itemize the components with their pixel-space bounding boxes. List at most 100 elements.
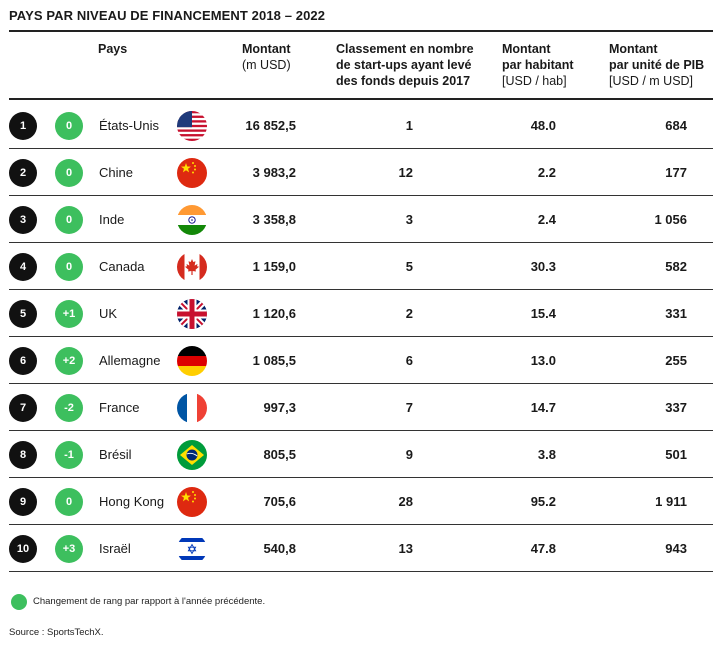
per-gdp-value: 177	[665, 165, 687, 180]
table-row: 3 0 Inde 3 358,8 3 2.4 1 056	[9, 196, 713, 243]
per-capita-value: 2.4	[537, 212, 556, 227]
startup-rank-value: 2	[405, 306, 413, 321]
rank-badge: 2	[9, 159, 37, 187]
rank-badge: 3	[9, 206, 37, 234]
header-per-gdp: Montant par unité de PIB [USD / m USD]	[609, 42, 705, 88]
per-gdp-value: 1 056	[654, 212, 687, 227]
row-divider	[9, 477, 713, 478]
rank-badge: 4	[9, 253, 37, 281]
amount-value: 997,3	[263, 400, 296, 415]
row-divider	[9, 524, 713, 525]
legend-swatch	[11, 594, 27, 610]
rank-change-badge: -1	[55, 441, 83, 469]
country-name: UK	[99, 306, 118, 321]
rank-change-badge: +3	[55, 535, 83, 563]
per-capita-value: 30.3	[530, 259, 556, 274]
rank-change-badge: +2	[55, 347, 83, 375]
amount-value: 805,5	[263, 447, 296, 462]
country-name: Brésil	[99, 447, 132, 462]
per-gdp-value: 331	[665, 306, 687, 321]
per-gdp-value: 582	[665, 259, 687, 274]
rank-change-badge: 0	[55, 488, 83, 516]
rank-badge: 8	[9, 441, 37, 469]
country-name: Israël	[99, 541, 131, 556]
chart-title: PAYS PAR NIVEAU DE FINANCEMENT 2018 – 20…	[9, 8, 326, 23]
amount-value: 3 983,2	[252, 165, 296, 180]
row-divider	[9, 571, 713, 572]
header-amount: Montant (m USD)	[242, 42, 291, 72]
startup-rank-value: 13	[398, 541, 413, 556]
startup-rank-value: 7	[405, 400, 413, 415]
table-row: 10 +3 Israël 540,8 13 47.8 943	[9, 525, 713, 572]
rank-change-badge: +1	[55, 300, 83, 328]
per-capita-value: 13.0	[530, 353, 556, 368]
startup-rank-value: 28	[398, 494, 413, 509]
table-row: 2 0 Chine 3 983,2 12 2.2 177	[9, 149, 713, 196]
per-gdp-value: 684	[665, 118, 687, 133]
canada-flag-icon	[177, 252, 207, 282]
country-name: États-Unis	[99, 118, 159, 133]
us-flag-icon	[177, 111, 207, 141]
header-rule	[9, 98, 713, 100]
per-capita-value: 47.8	[530, 541, 556, 556]
row-divider	[9, 195, 713, 196]
row-divider	[9, 242, 713, 243]
rank-badge: 1	[9, 112, 37, 140]
amount-value: 3 358,8	[252, 212, 296, 227]
per-capita-value: 48.0	[530, 118, 556, 133]
table-row: 7 -2 France 997,3 7 14.7 337	[9, 384, 713, 431]
row-divider	[9, 336, 713, 337]
per-capita-value: 3.8	[537, 447, 556, 462]
startup-rank-value: 3	[405, 212, 413, 227]
rank-badge: 9	[9, 488, 37, 516]
table-row: 8 -1 Brésil 805,5 9 3.8 501	[9, 431, 713, 478]
country-name: Canada	[99, 259, 145, 274]
brazil-flag-icon	[177, 440, 207, 470]
source-note: Source : SportsTechX.	[9, 627, 104, 638]
rank-change-badge: -2	[55, 394, 83, 422]
startup-rank-value: 6	[405, 353, 413, 368]
startup-rank-value: 9	[405, 447, 413, 462]
china-flag-icon	[177, 158, 207, 188]
country-name: Chine	[99, 165, 133, 180]
per-capita-value: 95.2	[530, 494, 556, 509]
rank-badge: 10	[9, 535, 37, 563]
per-gdp-value: 501	[665, 447, 687, 462]
china-flag-icon	[177, 487, 207, 517]
header-per-capita: Montant par habitant [USD / hab]	[502, 42, 574, 88]
table-row: 1 0 États-Unis 16 852,5 1 48.0 684	[9, 102, 713, 149]
amount-value: 1 159,0	[252, 259, 296, 274]
rank-badge: 5	[9, 300, 37, 328]
uk-flag-icon	[177, 299, 207, 329]
row-divider	[9, 148, 713, 149]
per-gdp-value: 943	[665, 541, 687, 556]
table-row: 9 0 Hong Kong 705,6 28 95.2 1 911	[9, 478, 713, 525]
header-startup-rank: Classement en nombre de start-ups ayant l…	[336, 42, 474, 88]
country-name: Hong Kong	[99, 494, 165, 509]
country-name: Allemagne	[99, 353, 161, 368]
row-divider	[9, 383, 713, 384]
country-name: Inde	[99, 212, 125, 227]
per-gdp-value: 255	[665, 353, 687, 368]
per-capita-value: 15.4	[530, 306, 556, 321]
germany-flag-icon	[177, 346, 207, 376]
amount-value: 540,8	[263, 541, 296, 556]
legend-text: Changement de rang par rapport à l'année…	[33, 596, 266, 607]
rank-change-badge: 0	[55, 206, 83, 234]
row-divider	[9, 289, 713, 290]
amount-value: 1 120,6	[252, 306, 296, 321]
row-divider	[9, 430, 713, 431]
startup-rank-value: 5	[405, 259, 413, 274]
israel-flag-icon	[177, 534, 207, 564]
rank-change-badge: 0	[55, 112, 83, 140]
amount-value: 16 852,5	[245, 118, 296, 133]
amount-value: 705,6	[263, 494, 296, 509]
rank-change-badge: 0	[55, 253, 83, 281]
per-gdp-value: 1 911	[655, 494, 687, 509]
rank-change-badge: 0	[55, 159, 83, 187]
table-row: 5 +1 UK 1 120,6 2 15.4 331	[9, 290, 713, 337]
header-country: Pays	[98, 42, 128, 56]
amount-value: 1 085,5	[252, 353, 296, 368]
per-capita-value: 14.7	[530, 400, 556, 415]
table-row: 6 +2 Allemagne 1 085,5 6 13.0 255	[9, 337, 713, 384]
